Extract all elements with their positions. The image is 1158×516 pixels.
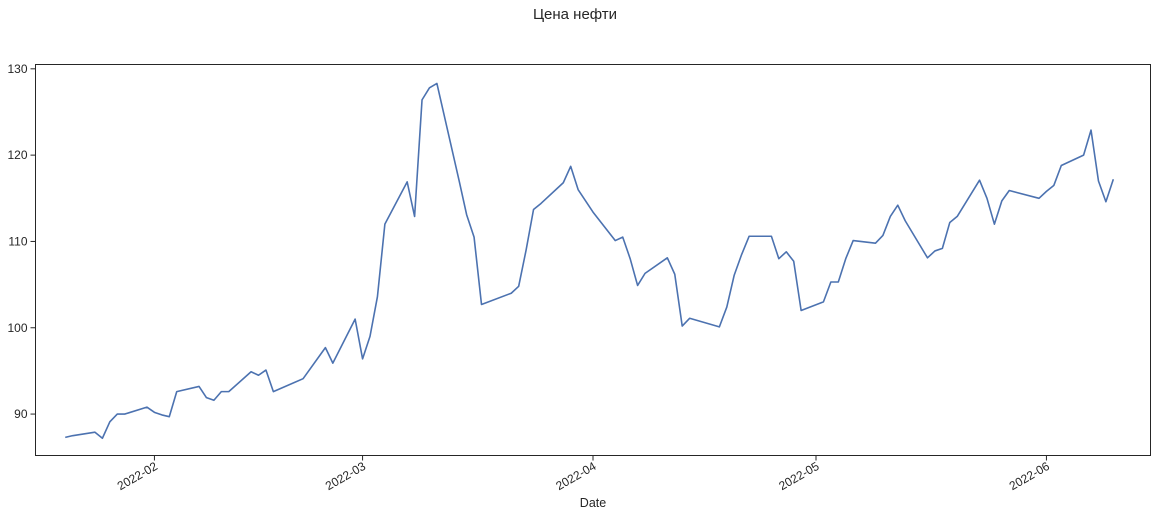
- plot-frame: [35, 64, 1151, 456]
- x-tick-label: 2022-06: [1007, 459, 1052, 493]
- y-tick-label: 130: [7, 62, 27, 76]
- plot-area: [35, 64, 1151, 456]
- x-tick-label: 2022-03: [323, 459, 368, 493]
- y-tick-label: 120: [7, 148, 27, 162]
- y-axis: 90 100 110 120 130: [7, 62, 36, 421]
- x-tick-label: 2022-05: [776, 459, 821, 493]
- x-axis: 2022-02 2022-03 2022-04 2022-05 2022-06: [115, 455, 1052, 493]
- y-tick-label: 110: [8, 234, 27, 248]
- y-tick-label: 100: [7, 321, 27, 335]
- x-tick-label: 2022-04: [553, 459, 598, 493]
- x-axis-label: Date: [580, 496, 606, 510]
- chart-title: Цена нефти: [533, 6, 617, 23]
- y-tick-label: 90: [14, 407, 28, 421]
- x-tick-label: 2022-02: [115, 459, 160, 493]
- series-line: [65, 82, 1115, 440]
